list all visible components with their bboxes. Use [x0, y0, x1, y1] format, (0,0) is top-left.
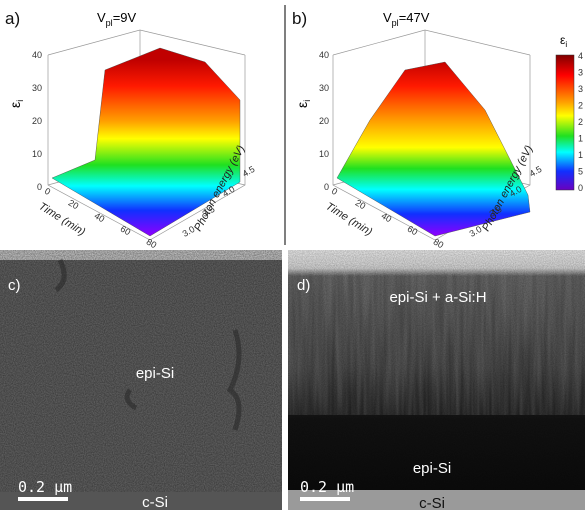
colorbar-tick-label: 3: [578, 68, 583, 78]
colorbar-tick-label: 3: [578, 84, 583, 94]
colorbar-tick-label: 1: [578, 134, 583, 144]
z-tick-label: 30: [319, 83, 329, 93]
x-tick-label: 0: [43, 186, 52, 197]
z-label: εi: [294, 100, 312, 108]
x-tick-label: 40: [93, 211, 107, 225]
x-label: Time (min): [36, 200, 87, 238]
substrate-label: c-Si: [419, 495, 445, 510]
figure: a) b) Vpl=9V Vpl=47V εi εi εi Time (min)…: [0, 0, 585, 510]
colorbar-tick-label: 4: [578, 51, 583, 61]
colorbar-tick-label: 0: [578, 183, 583, 193]
x-label: Time (min): [323, 200, 374, 238]
z-label: εi: [7, 100, 25, 108]
colorbar: [556, 55, 574, 190]
panel-label: d): [297, 277, 310, 294]
z-tick-label: 40: [32, 50, 42, 60]
panel-label: b): [292, 9, 307, 28]
z-tick-label: 40: [319, 50, 329, 60]
z-tick-label: 20: [32, 116, 42, 126]
scale-bar-label: 0.2 µm: [18, 478, 72, 496]
z-tick-label: 10: [32, 149, 42, 159]
scale-bar-label: 0.2 µm: [300, 478, 354, 496]
z-tick-label: 30: [32, 83, 42, 93]
z-tick-label: 0: [324, 182, 329, 192]
x-tick-label: 20: [67, 198, 81, 212]
panel-label: c): [8, 277, 21, 294]
z-tick-label: 10: [319, 149, 329, 159]
z-tick-label: 20: [319, 116, 329, 126]
colorbar-tick-label: 5: [578, 167, 583, 177]
substrate-label: c-Si: [142, 494, 168, 510]
plot-title: Vpl=9V: [97, 10, 137, 28]
z-tick-label: 0: [37, 182, 42, 192]
x-tick-label: 40: [380, 211, 394, 225]
layer-label: epi-Si: [136, 365, 174, 382]
layer-label: epi-Si + a-Si:H: [389, 289, 486, 306]
y-tick-label: 4.5: [241, 164, 257, 179]
x-tick-label: 60: [119, 224, 133, 238]
panel-label: a): [5, 9, 20, 28]
colorbar-tick-label: 2: [578, 117, 583, 127]
layer-label: epi-Si: [413, 460, 451, 477]
x-tick-label: 0: [330, 186, 339, 197]
colorbar-tick-label: 2: [578, 101, 583, 111]
x-tick-label: 80: [432, 237, 446, 251]
colorbar-tick-label: 1: [578, 150, 583, 160]
colorbar-label: εi: [560, 33, 567, 49]
x-tick-label: 20: [354, 198, 368, 212]
plot-title: Vpl=47V: [383, 10, 430, 28]
